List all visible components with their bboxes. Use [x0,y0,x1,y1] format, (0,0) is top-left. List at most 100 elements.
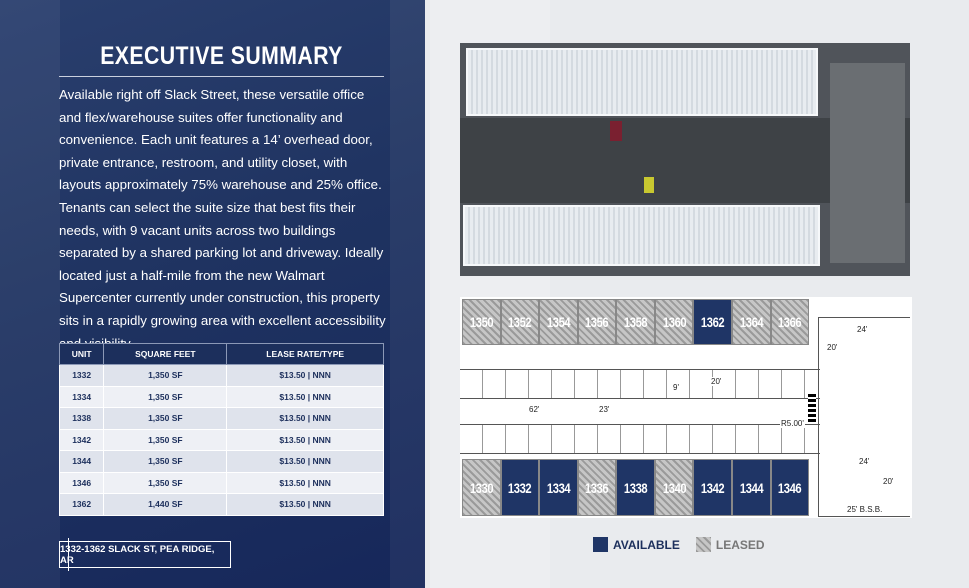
table-cell: 1332 [58,364,105,387]
unit-label: 1346 [778,479,802,496]
roof [466,48,818,116]
table-row: 1362 1,440 SF $13.50 | NNN [58,493,384,516]
table-cell: $13.50 | NNN [226,385,384,408]
unit: 1342 [693,459,732,516]
table-cell: $13.50 | NNN [226,471,384,494]
unit-label: 1352 [508,314,532,330]
backdrop [0,0,60,588]
table-cell: 1338 [58,407,105,430]
table-cell: 1346 [58,471,105,494]
table-header: UNIT SQUARE FEET LEASE RATE/TYPE [58,343,384,365]
unit-table: UNIT SQUARE FEET LEASE RATE/TYPE 1332 1,350 … [58,343,384,516]
unit: 1364 [731,299,771,345]
unit: 1362 [693,299,732,345]
table-cell: 1334 [58,385,105,408]
dimension: 20' [826,343,839,352]
unit-label: 1338 [623,479,648,496]
table-row: 1338 1,350 SF $13.50 | NNN [58,407,384,430]
column-header: UNIT [58,343,105,365]
dimension: 23' [598,405,611,414]
dimension: 25' B.S.B. [846,505,884,514]
table-row: 1334 1,350 SF $13.50 | NNN [58,385,384,408]
unit-label: 1362 [700,314,725,330]
unit-label: 1342 [700,479,725,496]
unit-label: 1354 [546,314,571,330]
unit-label: 1334 [546,479,571,496]
unit: 1344 [731,459,771,516]
address: 1332-1362 SLACK ST, PEA RIDGE, AR [59,538,231,571]
unit-label: 1330 [469,479,494,496]
roof [463,205,820,266]
table-row: 1344 1,350 SF $13.50 | NNN [58,450,384,473]
parking-row [460,369,820,399]
dimension: 24' [858,457,871,466]
column-header: LEASE RATE/TYPE [226,343,384,365]
top-building: 1350 1352 1354 1356 1358 1360 1362 1364 … [462,299,810,345]
site-plan: 1350 1352 1354 1356 1358 1360 1362 1364 … [460,297,912,518]
unit-label: 1336 [585,479,609,496]
unit: 1358 [616,299,655,345]
legend-swatch [593,537,608,552]
parking-row [460,424,820,454]
divider [59,76,384,77]
table-cell: $13.50 | NNN [226,428,384,451]
table-cell: 1,440 SF [103,493,228,516]
unit: 1360 [654,299,694,345]
table-cell: 1,350 SF [103,428,228,451]
table-cell: 1342 [58,428,105,451]
legend-swatch [695,537,711,552]
legend-label: LEASED [715,537,765,552]
unit-label: 1350 [469,314,494,330]
unit: 1354 [539,299,578,345]
dimension: R5.00' [780,419,805,428]
unit: 1338 [616,459,655,516]
car [610,121,622,141]
unit: 1356 [577,299,617,345]
column-header: SQUARE FEET [103,343,228,365]
unit: 1330 [462,459,501,516]
table-cell: $13.50 | NNN [226,450,384,473]
legend: AVAILABLE LEASED [593,537,765,552]
unit-label: 1340 [662,479,686,496]
table-cell: 1,350 SF [103,385,228,408]
driveway [830,63,905,263]
unit-label: 1364 [739,314,764,330]
table-cell: $13.50 | NNN [226,364,384,387]
unit: 1332 [500,459,540,516]
backdrop [390,0,425,588]
title: EXECUTIVE SUMMARY [100,42,343,70]
unit: 1366 [770,299,810,345]
table-cell: $13.50 | NNN [226,493,384,516]
table-row: 1346 1,350 SF $13.50 | NNN [58,471,384,494]
dimension: 20' [882,477,895,486]
unit-label: 1360 [662,314,686,330]
unit-label: 1356 [585,314,609,330]
unit-label: 1344 [739,479,764,496]
table-cell: 1,350 SF [103,407,228,430]
car [644,177,654,193]
table-cell: 1,350 SF [103,471,228,494]
dimension: 20' [710,377,723,386]
dimension: 9' [672,383,680,392]
unit: 1350 [462,299,501,345]
unit-label: 1358 [623,314,648,330]
crosswalk [808,392,816,422]
summary-text: Available right off Slack Street, these … [59,87,386,351]
summary-panel: EXECUTIVE SUMMARY Available right off Sl… [0,0,425,588]
unit: 1336 [577,459,617,516]
driveway [818,317,910,517]
unit-label: 1332 [508,479,532,496]
table-cell: $13.50 | NNN [226,407,384,430]
unit: 1352 [500,299,540,345]
dimension: 24' [856,325,869,334]
table-cell: 1,350 SF [103,450,228,473]
table-cell: 1,350 SF [103,364,228,387]
table-cell: 1362 [58,493,105,516]
unit: 1340 [654,459,694,516]
unit-label: 1366 [778,314,802,330]
unit: 1346 [770,459,810,516]
legend-label: AVAILABLE [613,537,680,552]
bottom-building: 1330 1332 1334 1336 1338 1340 1342 1344 … [462,459,810,516]
table-cell: 1344 [58,450,105,473]
